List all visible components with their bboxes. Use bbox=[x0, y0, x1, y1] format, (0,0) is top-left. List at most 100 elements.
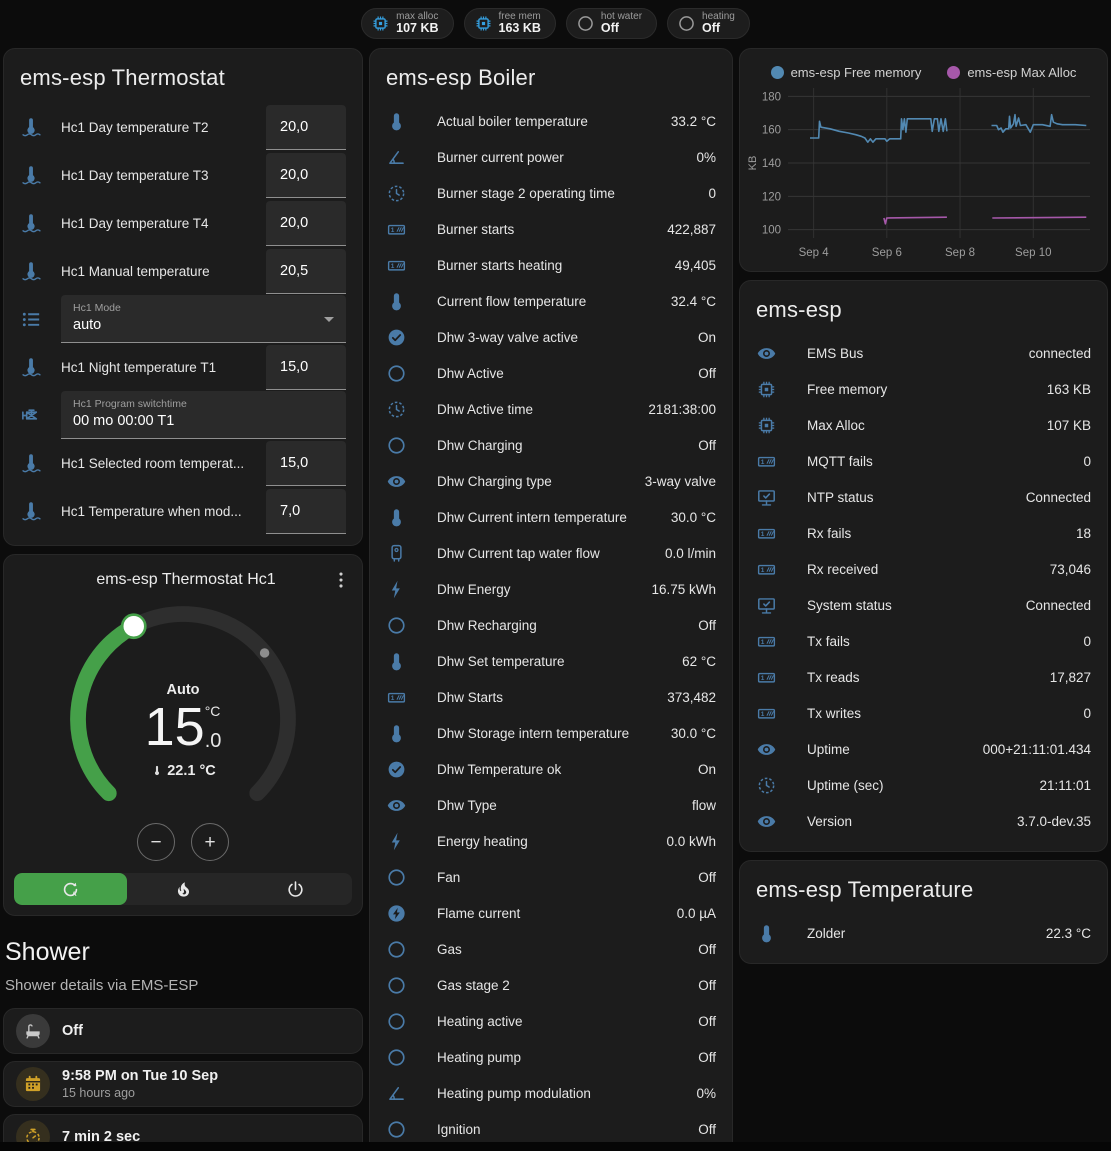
entity-row[interactable]: 1 Burner starts 422,887 bbox=[386, 211, 716, 247]
shower-item[interactable]: 9:58 PM on Tue 10 Sep 15 hours ago bbox=[3, 1061, 363, 1107]
number-input[interactable]: 20,0 bbox=[266, 200, 346, 246]
entity-value: 30.0 °C bbox=[670, 509, 716, 525]
shower-title: Shower bbox=[5, 938, 90, 966]
more-options-icon[interactable] bbox=[330, 569, 352, 591]
entity-row[interactable]: 1 Rx received 73,046 bbox=[756, 551, 1091, 587]
entity-row[interactable]: Ignition Off bbox=[386, 1111, 716, 1147]
entity-row[interactable]: Dhw Temperature ok On bbox=[386, 751, 716, 787]
badge-value: Off bbox=[702, 21, 721, 36]
entity-row[interactable]: Flame current 0.0 µA bbox=[386, 895, 716, 931]
badge-heating[interactable]: heating Off bbox=[667, 8, 750, 39]
bottom-edge bbox=[0, 1142, 1111, 1151]
dial-knob[interactable] bbox=[120, 613, 147, 640]
entity-row[interactable]: 1 Burner starts heating 49,405 bbox=[386, 247, 716, 283]
entity-row[interactable]: Uptime (sec) 21:11:01 bbox=[756, 767, 1091, 803]
entity-row[interactable]: System status Connected bbox=[756, 587, 1091, 623]
eye-icon bbox=[756, 343, 777, 364]
badge-value: 163 KB bbox=[498, 21, 541, 36]
mode-button-power[interactable] bbox=[239, 873, 352, 905]
entity-row[interactable]: Heating active Off bbox=[386, 1003, 716, 1039]
entity-row[interactable]: 1 Rx fails 18 bbox=[756, 515, 1091, 551]
setting-row: Hc1 Manual temperature 20,5 bbox=[20, 247, 346, 295]
entity-row[interactable]: Heating pump modulation 0% bbox=[386, 1075, 716, 1111]
entity-row[interactable]: Dhw Current intern temperature 30.0 °C bbox=[386, 499, 716, 535]
entity-row[interactable]: Zolder 22.3 °C bbox=[756, 915, 1091, 951]
eye-icon bbox=[756, 739, 777, 760]
svg-text:1: 1 bbox=[391, 262, 395, 269]
decrease-temp-button[interactable]: − bbox=[137, 823, 175, 861]
number-input[interactable]: 20,0 bbox=[266, 152, 346, 198]
entity-row[interactable]: Energy heating 0.0 kWh bbox=[386, 823, 716, 859]
entity-row[interactable]: Version 3.7.0-dev.35 bbox=[756, 803, 1091, 839]
badge-hot-water[interactable]: hot water Off bbox=[565, 8, 658, 39]
entity-label: Dhw Recharging bbox=[437, 617, 537, 633]
entity-value: 16.75 kWh bbox=[651, 581, 716, 597]
setting-row: Hc1 Selected room temperat... 15,0 bbox=[20, 439, 346, 487]
entity-row[interactable]: 1 Tx writes 0 bbox=[756, 695, 1091, 731]
entity-row[interactable]: Gas Off bbox=[386, 931, 716, 967]
entity-row[interactable]: Dhw Set temperature 62 °C bbox=[386, 643, 716, 679]
entity-row[interactable]: Dhw Charging type 3-way valve bbox=[386, 463, 716, 499]
svg-text:180: 180 bbox=[762, 91, 781, 103]
svg-text:1: 1 bbox=[391, 226, 395, 233]
entity-row[interactable]: Max Alloc 107 KB bbox=[756, 407, 1091, 443]
entity-row[interactable]: Burner stage 2 operating time 0 bbox=[386, 175, 716, 211]
svg-text:1: 1 bbox=[761, 458, 765, 465]
counter-icon: 1 bbox=[756, 631, 777, 652]
entity-row[interactable]: Dhw Recharging Off bbox=[386, 607, 716, 643]
entity-row[interactable]: Current flow temperature 32.4 °C bbox=[386, 283, 716, 319]
entity-row[interactable]: Dhw Type flow bbox=[386, 787, 716, 823]
entity-row[interactable]: EMS Bus connected bbox=[756, 335, 1091, 371]
badge-max-alloc[interactable]: max alloc 107 KB bbox=[361, 8, 454, 39]
shower-subtitle: Shower details via EMS-ESP bbox=[5, 977, 199, 994]
entity-value: 0 bbox=[708, 185, 716, 201]
entity-row[interactable]: Dhw 3-way valve active On bbox=[386, 319, 716, 355]
temperature-rows: Zolder 22.3 °C bbox=[740, 915, 1107, 963]
calendar-icon-circle bbox=[16, 1067, 50, 1101]
increase-temp-button[interactable]: + bbox=[191, 823, 229, 861]
mode-button-auto[interactable]: A bbox=[14, 873, 127, 905]
entity-row[interactable]: Dhw Active Off bbox=[386, 355, 716, 391]
chip-icon bbox=[756, 415, 777, 436]
list-icon bbox=[20, 308, 43, 331]
entity-row[interactable]: Gas stage 2 Off bbox=[386, 967, 716, 1003]
number-input[interactable]: 7,0 bbox=[266, 488, 346, 534]
entity-value: 422,887 bbox=[667, 221, 716, 237]
entity-row[interactable]: Burner current power 0% bbox=[386, 139, 716, 175]
entity-row[interactable]: 1 Dhw Starts 373,482 bbox=[386, 679, 716, 715]
entity-row[interactable]: Actual boiler temperature 33.2 °C bbox=[386, 103, 716, 139]
chevron-down-icon bbox=[324, 316, 334, 322]
entity-value: Off bbox=[698, 869, 716, 885]
bathtub-icon-circle bbox=[16, 1014, 50, 1048]
badge-free-mem[interactable]: free mem 163 KB bbox=[463, 8, 556, 39]
thermostat-dial-card: ems-esp Thermostat Hc1 Auto 15 °C bbox=[3, 554, 363, 916]
entity-row[interactable]: 1 Tx reads 17,827 bbox=[756, 659, 1091, 695]
number-input[interactable]: 15,0 bbox=[266, 344, 346, 390]
entity-row[interactable]: NTP status Connected bbox=[756, 479, 1091, 515]
boiler-rows: Actual boiler temperature 33.2 °C Burner c… bbox=[370, 103, 732, 1151]
entity-row[interactable]: Fan Off bbox=[386, 859, 716, 895]
shower-item[interactable]: Off bbox=[3, 1008, 363, 1054]
entity-row[interactable]: 1 Tx fails 0 bbox=[756, 623, 1091, 659]
field-label: Hc1 Mode bbox=[73, 302, 121, 314]
entity-row[interactable]: Uptime 000+21:11:01.434 bbox=[756, 731, 1091, 767]
mode-button-fire[interactable] bbox=[127, 873, 240, 905]
entity-row[interactable]: 1 MQTT fails 0 bbox=[756, 443, 1091, 479]
number-input[interactable]: 20,5 bbox=[266, 248, 346, 294]
field-value: auto bbox=[73, 317, 102, 333]
number-input[interactable]: 15,0 bbox=[266, 440, 346, 486]
legend-label: ems-esp Free memory bbox=[790, 65, 922, 80]
entity-row[interactable]: Free memory 163 KB bbox=[756, 371, 1091, 407]
entity-row[interactable]: Dhw Charging Off bbox=[386, 427, 716, 463]
entity-row[interactable]: Heating pump Off bbox=[386, 1039, 716, 1075]
mode-select[interactable]: Hc1 Mode auto bbox=[61, 295, 346, 343]
text-input[interactable]: Hc1 Program switchtime 00 mo 00:00 T1 bbox=[61, 391, 346, 439]
number-input[interactable]: 20,0 bbox=[266, 104, 346, 150]
entity-row[interactable]: Dhw Active time 2181:38:00 bbox=[386, 391, 716, 427]
entity-row[interactable]: Dhw Current tap water flow 0.0 l/min bbox=[386, 535, 716, 571]
entity-label: Dhw Storage intern temperature bbox=[437, 725, 630, 741]
entity-value: On bbox=[697, 329, 716, 345]
clock-icon bbox=[386, 399, 407, 420]
entity-row[interactable]: Dhw Storage intern temperature 30.0 °C bbox=[386, 715, 716, 751]
entity-row[interactable]: Dhw Energy 16.75 kWh bbox=[386, 571, 716, 607]
